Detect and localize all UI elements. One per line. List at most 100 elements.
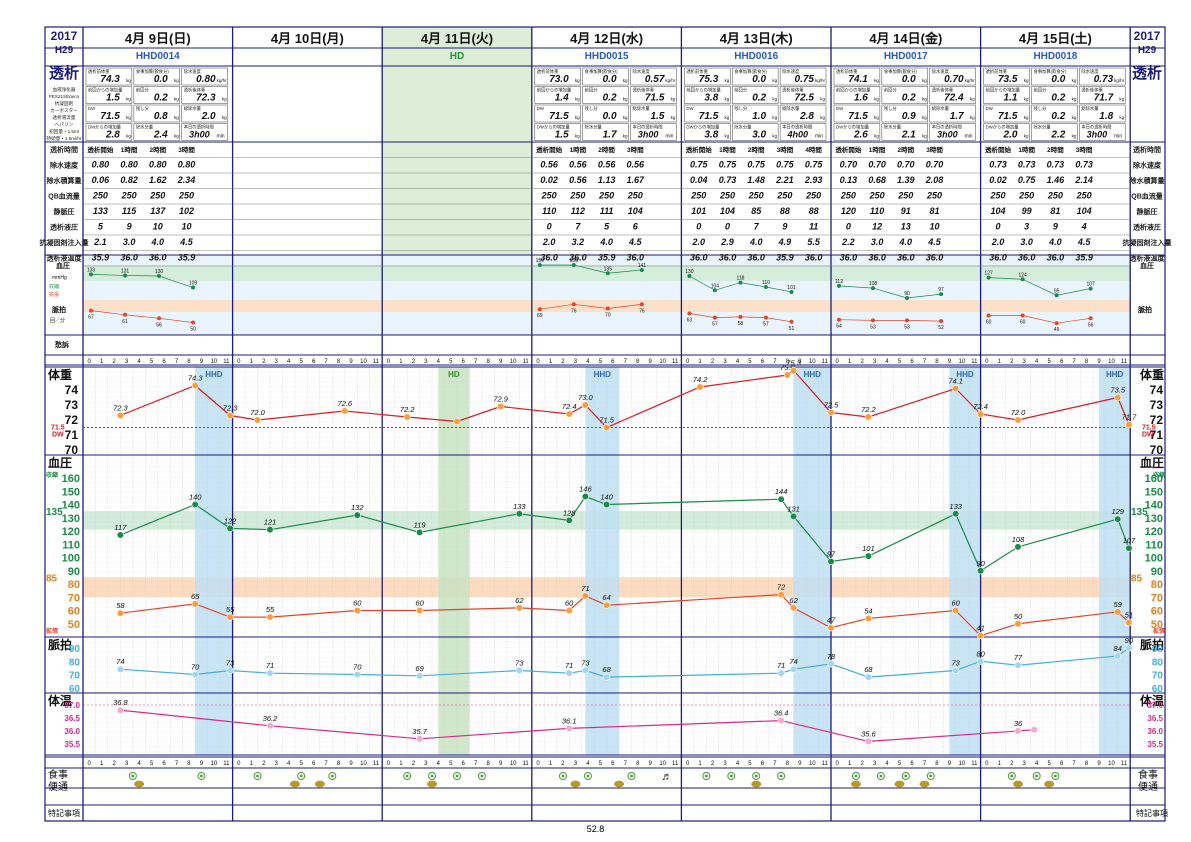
bp-systolic-value: 140 (189, 493, 202, 502)
session-cell: 36.0 (868, 253, 886, 263)
temperature-value: 36.1 (562, 716, 577, 725)
weight-point (581, 401, 590, 409)
section-label-left: 体温 (48, 693, 72, 708)
row-label-right: 除水積算量 (1130, 176, 1165, 185)
session-cell: 250 (869, 191, 885, 201)
temperature-value: 35.6 (861, 729, 876, 738)
hour-tick: 9 (349, 761, 353, 767)
session-cell: 36.0 (627, 253, 645, 263)
summary-label: 除水分量 (734, 124, 752, 131)
session-cell: 36.0 (747, 253, 765, 263)
session-header: 1時間 (719, 145, 736, 154)
pulse-point (1125, 644, 1133, 652)
session-cell: 102 (179, 206, 194, 216)
summary-label: DWからの増加量 (686, 124, 720, 131)
summary-cell (85, 67, 133, 86)
complaint-label: 愁訴 (55, 340, 69, 349)
meal-icon-dot (704, 774, 708, 778)
hour-tick: 3 (574, 359, 578, 365)
bp-mini-sys-label: 108 (869, 281, 878, 287)
bp-systolic-point (952, 510, 960, 518)
bp-mini-dia-label: 69 (537, 313, 543, 319)
hour-tick: 3 (1023, 761, 1027, 767)
hour-tick: 2 (112, 359, 116, 365)
session-cell: 250 (719, 191, 735, 201)
bp-diastolic-value: 59 (1114, 600, 1123, 609)
weight-tick: 72 (65, 413, 79, 427)
hour-tick: 11 (373, 761, 380, 767)
summary-label: 総除水量 (184, 105, 202, 112)
bp-diastolic-point (416, 606, 424, 615)
hour-tick: 10 (211, 761, 218, 767)
session-cell: 1.67 (627, 175, 646, 185)
hour-tick: 10 (360, 359, 367, 365)
hour-tick: 7 (175, 761, 179, 767)
session-cell: 0.13 (840, 175, 858, 185)
session-cell: 250 (748, 191, 764, 201)
session-cell: 250 (598, 191, 614, 201)
meal-icon-dot (854, 774, 858, 778)
summary-value: 2.8 (799, 111, 814, 122)
weight-tick-r: 70 (1150, 443, 1164, 457)
summary-label: 前回からの増加量 (537, 87, 572, 94)
summary-cell (133, 67, 180, 86)
hour-tick: 0 (536, 359, 540, 365)
session-header: 3時間 (926, 145, 943, 154)
summary-value: 73.5 (998, 74, 1018, 85)
hour-tick: 3 (125, 761, 129, 767)
weight-point (565, 410, 573, 418)
weight-tick: 74 (65, 383, 79, 397)
bp-mini-sys-label: 127 (984, 271, 993, 277)
hour-tick: 10 (809, 761, 816, 767)
summary-cell (85, 104, 133, 123)
hour-tick: 4 (287, 761, 291, 767)
weight-tick: 71 (65, 428, 79, 442)
weight-tick-r: 71 (1150, 428, 1164, 442)
summary-cell (1079, 67, 1126, 86)
summary-unit: kg (772, 97, 777, 102)
bp-diastolic-value: 54 (864, 606, 872, 615)
session-cell: 36.0 (690, 253, 708, 263)
session-cell: 0.56 (598, 160, 617, 170)
hour-tick: 2 (1010, 359, 1014, 365)
session-cell: 2.21 (775, 175, 794, 185)
summary-label: 本日の透析時間 (184, 124, 214, 131)
session-cell: 137 (150, 206, 166, 216)
bp-diastolic-point (515, 604, 523, 612)
hour-tick: 4 (1035, 761, 1039, 767)
bp-dia-short: 拡張 (46, 627, 59, 635)
summary-label: 本日の透析時間 (633, 124, 663, 131)
bp-mini-dia-label: 53 (904, 324, 910, 330)
summary-cell (133, 123, 180, 141)
summary-cell (732, 86, 779, 104)
summary-unit: kg (970, 97, 975, 102)
session-cell: 11 (809, 222, 818, 232)
hour-tick: 0 (387, 359, 391, 365)
hour-tick: 1 (549, 761, 553, 767)
bp-systolic-point (976, 567, 985, 575)
hour-tick: 4 (736, 359, 740, 365)
summary-unit: kg (725, 97, 730, 102)
summary-label: DW (836, 106, 844, 111)
summary-label: 除水分量 (1033, 124, 1051, 131)
session-header: 1時間 (1018, 145, 1035, 154)
hour-tick: 10 (1108, 359, 1115, 365)
session-cell: 250 (569, 191, 585, 201)
summary-cell (582, 104, 629, 123)
session-cell: 250 (776, 191, 792, 201)
summary-value: 72.3 (196, 93, 216, 104)
weight-value: 73.5 (1110, 386, 1125, 395)
temperature-value: 36.4 (774, 709, 789, 718)
summary-value: 0.0 (1051, 74, 1065, 85)
summary-label: 透析後体重 (184, 87, 206, 94)
session-header: 3時間 (178, 145, 195, 154)
weight-point (976, 410, 985, 418)
summary-label: DW (88, 106, 96, 111)
hour-tick: 7 (175, 359, 179, 365)
session-cell: 0 (846, 222, 851, 232)
session-cell: 104 (990, 206, 1005, 216)
session-header: 3時間 (777, 145, 794, 154)
weight-value: 72.3 (223, 404, 238, 413)
summary-label: 透析前体重 (686, 68, 708, 75)
hour-tick: 3 (275, 761, 279, 767)
